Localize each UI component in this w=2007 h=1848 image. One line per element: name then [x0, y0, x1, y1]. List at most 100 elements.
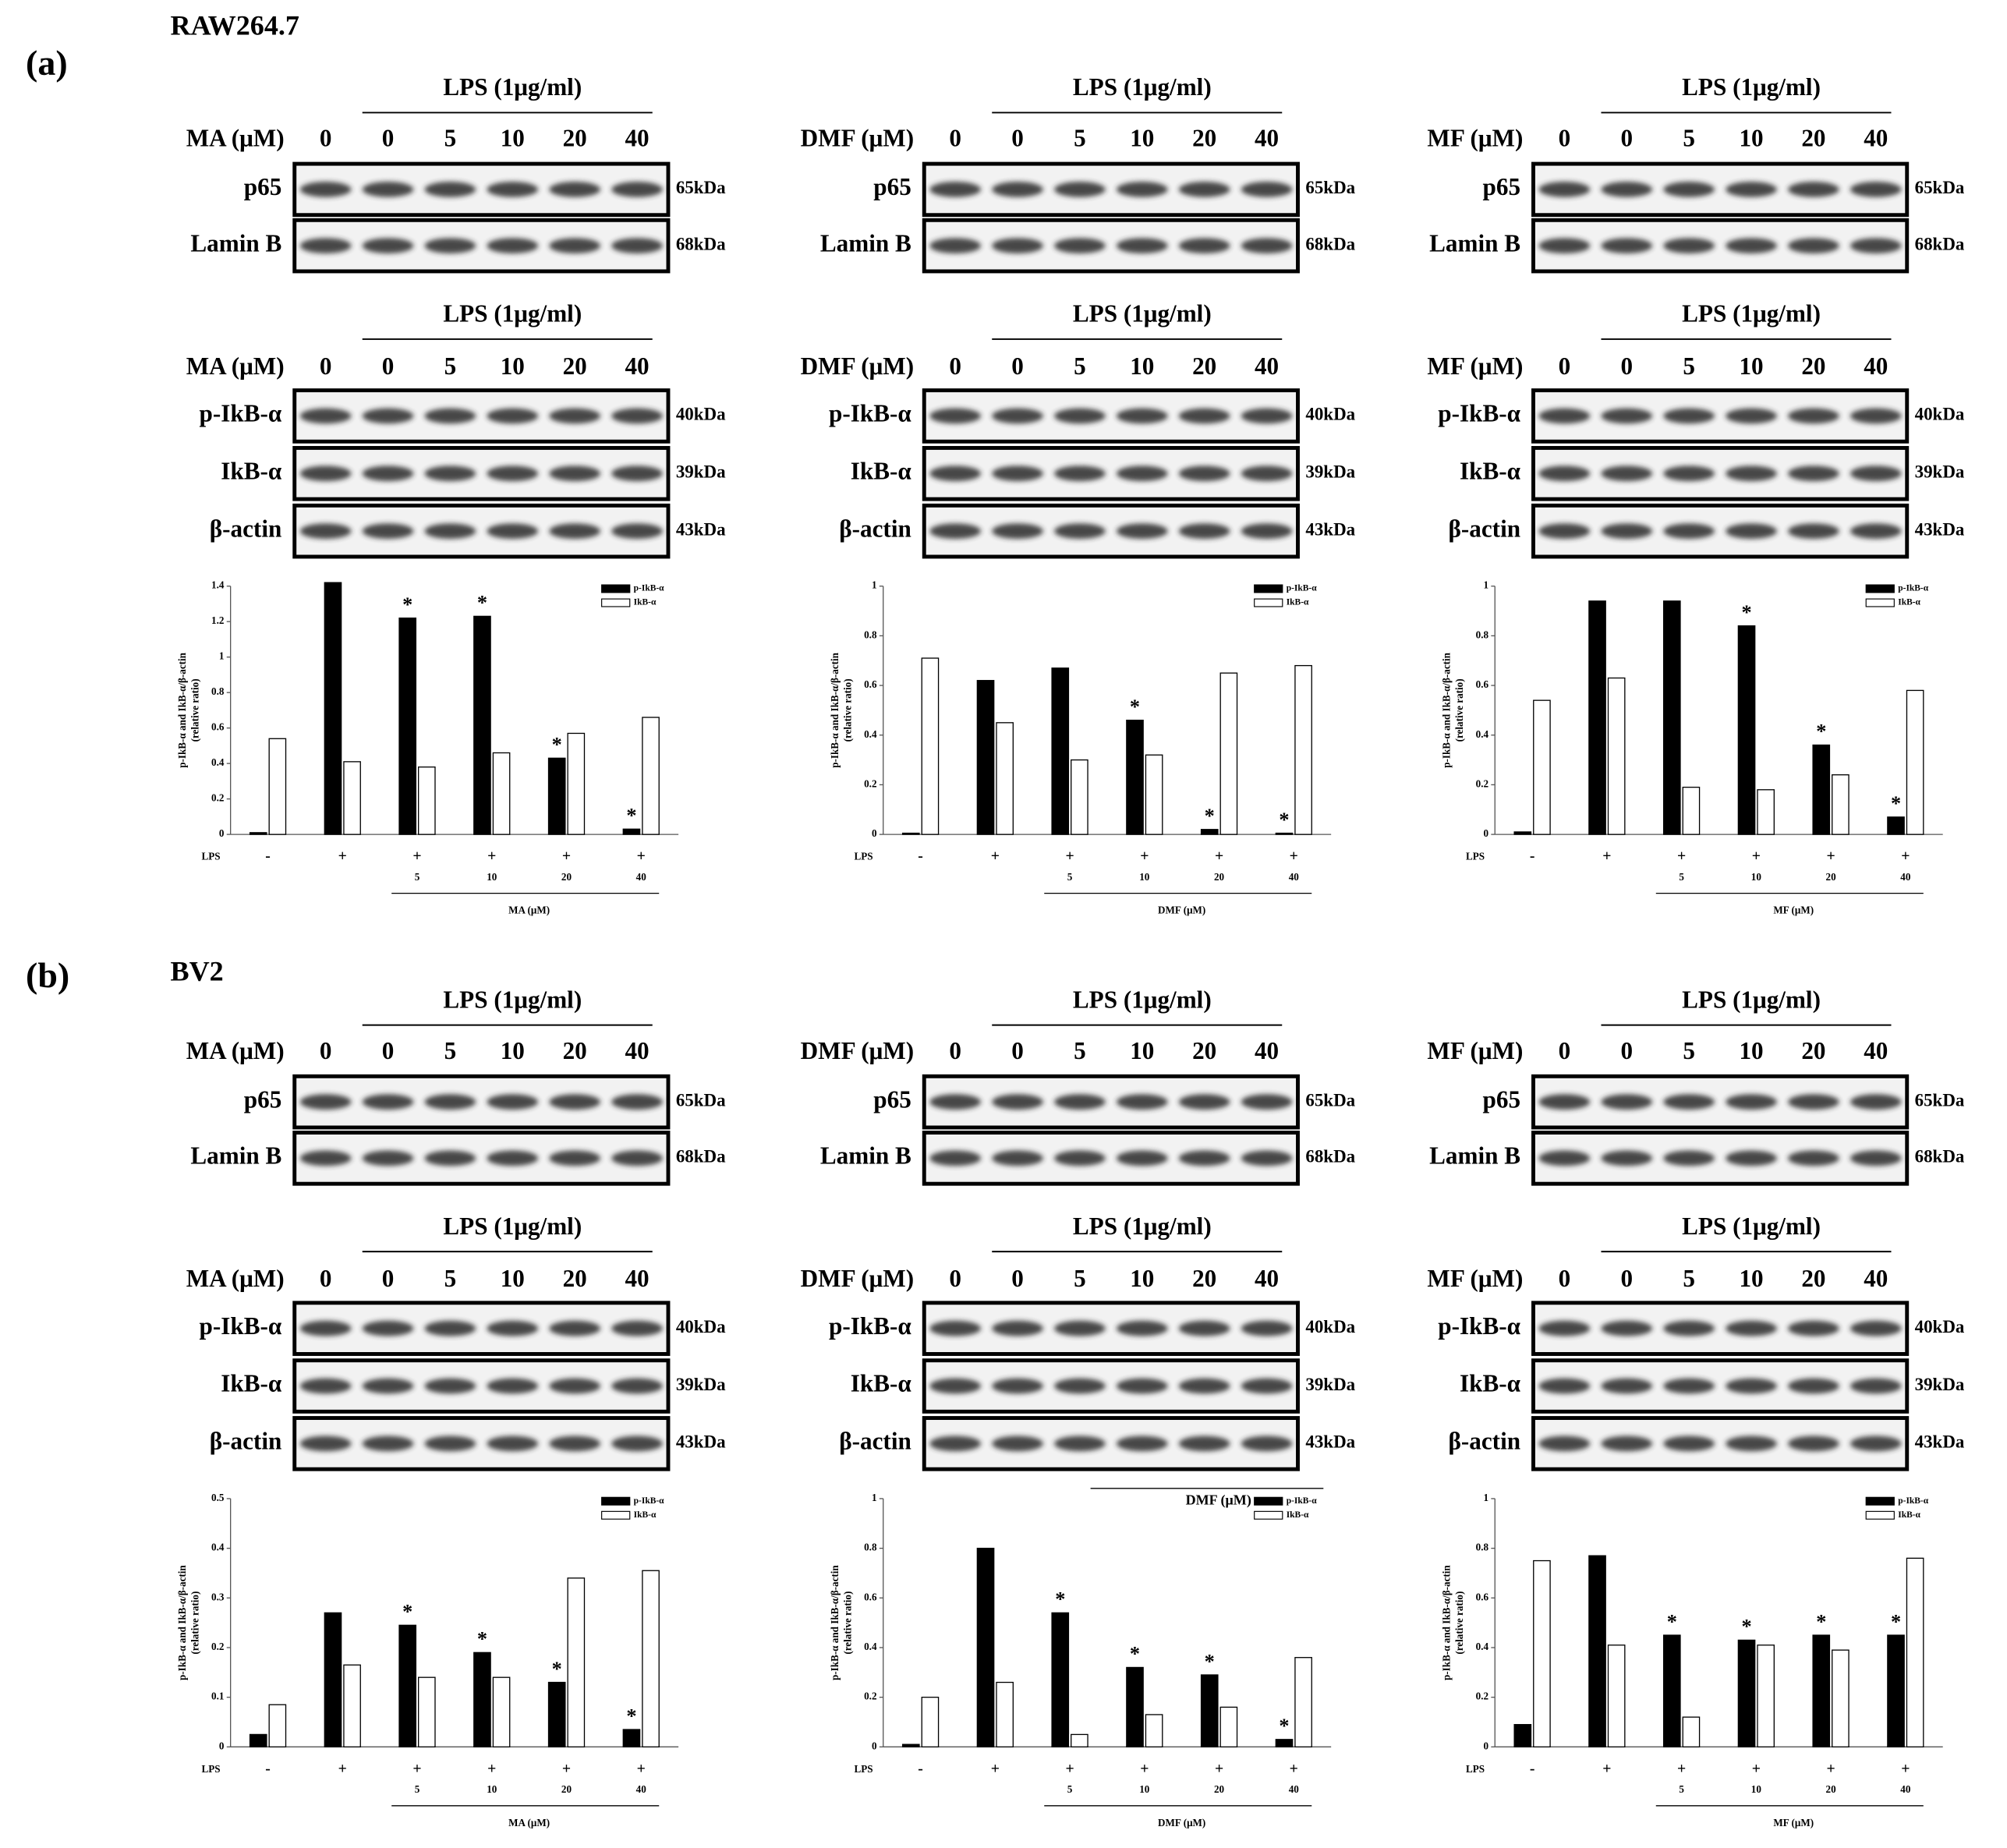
band: [1178, 466, 1230, 482]
treatment-label: LPS (1μg/ml): [1682, 300, 1821, 327]
significance-marker: *: [626, 805, 636, 827]
bar: [1737, 625, 1756, 835]
band: [424, 1320, 476, 1336]
band: [424, 1436, 476, 1452]
band: [1116, 1320, 1168, 1336]
band: [992, 1378, 1043, 1394]
lane-label: 10: [1130, 1037, 1154, 1064]
treatment-label: LPS (1μg/ml): [1682, 986, 1821, 1013]
legend-label: p-IkB-α: [1898, 584, 1929, 593]
band: [929, 523, 982, 539]
lane-label: 5: [1074, 1265, 1086, 1292]
band: [1178, 1150, 1230, 1167]
band: [1178, 182, 1230, 197]
band: [1538, 238, 1591, 253]
dose-label: MF (μM): [1427, 1265, 1523, 1292]
lps-label: +: [1901, 1760, 1910, 1777]
bar: [1200, 829, 1219, 835]
dose-label: DMF (μM): [801, 352, 914, 380]
row-label: β-actin: [839, 1428, 911, 1455]
band: [487, 1378, 539, 1394]
treatment-label: LPS (1μg/ml): [443, 986, 582, 1013]
legend-swatch: [1254, 1496, 1283, 1506]
dose-tick-label: 10: [487, 871, 497, 883]
band: [929, 238, 982, 253]
significance-marker: *: [1055, 1588, 1065, 1611]
lps-label: -: [265, 848, 271, 865]
lane-label: 5: [1683, 352, 1695, 380]
bar: [1662, 1634, 1681, 1747]
dose-tick-label: 5: [415, 871, 420, 883]
y-axis-label: p-IkB-α and IkB-α/β-actin: [829, 652, 841, 767]
lane-label: 0: [1559, 352, 1571, 380]
lane-label: 20: [1801, 352, 1825, 380]
significance-marker: *: [1205, 805, 1215, 827]
band: [1726, 466, 1777, 482]
lane-label: 0: [320, 352, 332, 380]
y-tick-label: 0: [219, 1740, 225, 1751]
y-tick-label: 0.4: [1476, 728, 1489, 740]
lane-label: 0: [320, 125, 332, 152]
band: [549, 1320, 600, 1336]
band: [1241, 238, 1293, 253]
blot-box: [1531, 503, 1910, 559]
row-label: p65: [873, 173, 911, 200]
bar: [642, 1570, 660, 1747]
bar: [324, 1612, 342, 1747]
bar: [921, 1697, 940, 1747]
lane-label: 5: [1683, 1037, 1695, 1064]
row-label: IkB-α: [221, 1370, 282, 1397]
band: [1601, 1150, 1653, 1167]
lane-label: 40: [1255, 125, 1279, 152]
y-tick-label: 0.8: [864, 1542, 877, 1553]
band: [1788, 1150, 1839, 1167]
band: [487, 523, 539, 539]
band: [1849, 466, 1902, 482]
lane-label: 0: [382, 1265, 395, 1292]
blot-box: [1531, 445, 1910, 501]
band: [1788, 1320, 1839, 1336]
treatment-label: LPS (1μg/ml): [1073, 300, 1212, 327]
bar: [1757, 1644, 1775, 1747]
y-axis-label: (relative ratio): [1453, 1591, 1465, 1655]
y-tick-label: 0.8: [1476, 628, 1489, 640]
x-row-label: LPS: [855, 851, 873, 862]
bar: [418, 766, 436, 835]
band: [1054, 1094, 1106, 1110]
lane-label: 10: [501, 352, 525, 380]
y-tick-label: 1.2: [211, 614, 224, 626]
bar: [398, 1624, 417, 1747]
lane-label: 40: [625, 1037, 649, 1064]
bar: [1887, 1634, 1905, 1747]
lane-label: 5: [444, 1037, 457, 1064]
y-tick-label: 1.4: [211, 579, 225, 591]
legend-label: IkB-α: [634, 1510, 657, 1520]
band: [549, 1094, 600, 1110]
blot-box: [1531, 1301, 1910, 1356]
row-label: β-actin: [1448, 515, 1520, 542]
lps-label: +: [1752, 848, 1761, 865]
row-label: Lamin B: [1429, 229, 1520, 257]
band: [992, 523, 1043, 539]
row-label: β-actin: [1448, 1428, 1520, 1455]
significance-marker: *: [626, 1705, 636, 1727]
bar: [1906, 1557, 1924, 1747]
x-row-label: LPS: [201, 851, 220, 862]
blot-box: [292, 1301, 671, 1356]
blot-box: [1531, 388, 1910, 444]
y-tick-label: 0.5: [211, 1492, 225, 1503]
band: [362, 1150, 414, 1167]
bar: [1294, 1657, 1312, 1747]
lps-label: +: [562, 848, 571, 865]
lane-label: 10: [1130, 1265, 1154, 1292]
dose-tick-label: 40: [1900, 871, 1911, 883]
lane-label: 5: [1074, 125, 1086, 152]
blot-box: [292, 1358, 671, 1414]
lps-label: +: [338, 1760, 347, 1777]
y-tick-label: 0.1: [211, 1690, 224, 1702]
significance-marker: *: [1816, 1610, 1826, 1633]
blot-box: [922, 388, 1300, 444]
lane-label: 0: [949, 1265, 961, 1292]
size-label: 39kDa: [1915, 1375, 1965, 1394]
dose-tick-label: 10: [1751, 1783, 1762, 1795]
